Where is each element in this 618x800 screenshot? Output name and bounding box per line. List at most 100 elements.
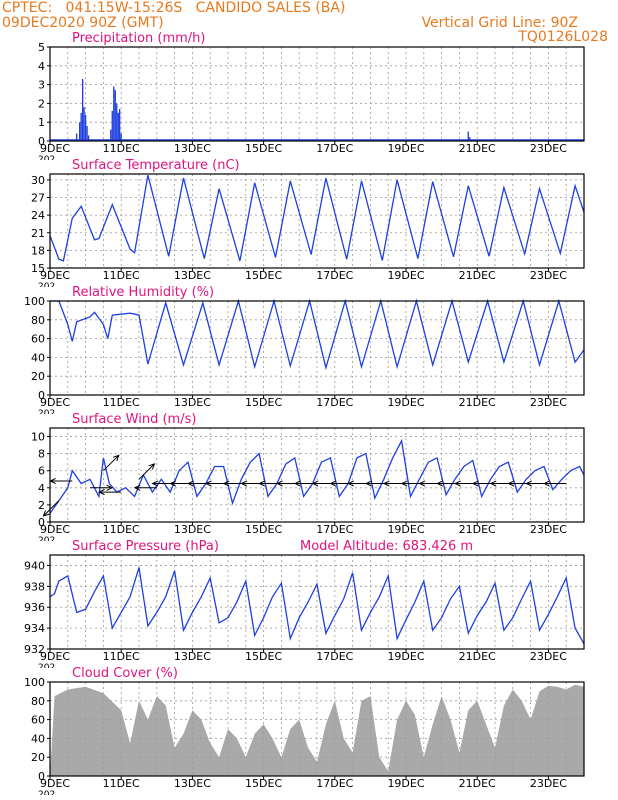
series-line-4: [49, 567, 585, 645]
wind-vector-head: [222, 480, 230, 487]
y-tick-label: 18: [31, 244, 45, 257]
x-tick-label: 9DEC: [40, 650, 70, 663]
precip-bar: [114, 90, 116, 141]
precip-bar: [467, 131, 469, 141]
wind-vector-head: [42, 510, 50, 517]
x-tick-label: 15DEC: [245, 777, 282, 790]
x-tick-label: 17DEC: [316, 777, 353, 790]
y-tick-label: 934: [24, 622, 45, 635]
wind-vector-head: [489, 480, 497, 487]
x-tick-label: 17DEC: [316, 523, 353, 536]
wind-vector-head: [151, 480, 159, 487]
x-tick-label: 11DEC: [103, 777, 140, 790]
wind-vector-head: [347, 480, 355, 487]
precip-bar: [120, 133, 122, 141]
wind-vector-head: [543, 480, 550, 487]
x-tick-label: 13DEC: [174, 396, 211, 409]
precip-bar: [111, 110, 113, 141]
y-tick-label: 10: [31, 431, 45, 444]
cloud-cover-area: [50, 684, 584, 776]
y-tick-label: 30: [31, 174, 45, 187]
y-tick-label: 938: [24, 580, 45, 593]
x-year-stub: 202: [38, 409, 55, 419]
precip-bar: [80, 112, 82, 141]
x-tick-label: 11DEC: [103, 523, 140, 536]
wind-vector-head: [382, 480, 390, 487]
precip-bar: [116, 103, 118, 141]
panel-0-frame: [49, 46, 585, 142]
x-tick-label: 9DEC: [40, 142, 70, 155]
x-tick-label: 13DEC: [174, 269, 211, 282]
panel-1-frame: [49, 173, 585, 269]
y-tick-label: 932: [24, 643, 45, 656]
x-tick-label: 21DEC: [459, 396, 496, 409]
y-tick-label: 5: [38, 41, 45, 54]
model-altitude-note: Model Altitude: 683.426 m: [300, 539, 473, 554]
x-year-stub: 202: [38, 663, 55, 673]
wind-vector-head: [276, 480, 283, 487]
wind-vector-head: [106, 484, 114, 491]
x-tick-label: 15DEC: [245, 269, 282, 282]
x-tick-label: 19DEC: [387, 269, 424, 282]
x-tick-label: 23DEC: [530, 269, 567, 282]
panel-2-frame: [49, 300, 585, 396]
y-tick-label: 1: [38, 116, 45, 129]
panel-4-frame: [49, 554, 585, 650]
panel-0-title: Precipitation (mm/h): [72, 31, 205, 46]
run-time-header: 09DEC2020 90Z (GMT): [2, 15, 164, 31]
wind-vector-head: [187, 480, 194, 487]
panel-5-frame: [49, 681, 585, 777]
wind-vector-head: [258, 480, 266, 487]
y-tick-label: 40: [31, 732, 45, 745]
x-tick-label: 9DEC: [40, 269, 70, 282]
x-tick-label: 13DEC: [174, 142, 211, 155]
y-tick-label: 100: [24, 295, 45, 308]
x-year-stub: 202: [38, 155, 55, 165]
y-tick-label: 20: [31, 751, 45, 764]
x-tick-label: 19DEC: [387, 523, 424, 536]
y-tick-label: 27: [31, 192, 45, 205]
x-tick-label: 21DEC: [459, 777, 496, 790]
x-tick-label: 23DEC: [530, 650, 567, 663]
panel-5-title: Cloud Cover (%): [72, 666, 178, 681]
series-line-3: [49, 438, 585, 514]
wind-vector-head: [112, 454, 120, 462]
wind-vector-head: [400, 480, 408, 487]
y-tick-label: 0: [38, 389, 45, 402]
x-tick-label: 19DEC: [387, 142, 424, 155]
x-tick-label: 17DEC: [316, 269, 353, 282]
y-tick-label: 15: [31, 262, 45, 275]
panel-2-title: Relative Humidity (%): [72, 285, 214, 300]
y-tick-label: 936: [24, 601, 45, 614]
wind-vector-head: [98, 489, 105, 496]
x-tick-label: 19DEC: [387, 650, 424, 663]
precip-bar: [110, 129, 112, 141]
x-tick-label: 11DEC: [103, 650, 140, 663]
wind-vector-head: [329, 480, 337, 487]
y-tick-label: 40: [31, 351, 45, 364]
x-tick-label: 21DEC: [459, 269, 496, 282]
x-tick-label: 9DEC: [40, 777, 70, 790]
grid-note-header: Vertical Grid Line: 90Z: [421, 15, 578, 31]
wind-vector-head: [311, 480, 319, 487]
y-tick-label: 60: [31, 333, 45, 346]
x-tick-label: 9DEC: [40, 523, 70, 536]
x-tick-label: 13DEC: [174, 523, 211, 536]
x-tick-label: 21DEC: [459, 523, 496, 536]
x-tick-label: 19DEC: [387, 777, 424, 790]
y-tick-label: 20: [31, 370, 45, 383]
wind-vector: [103, 454, 120, 472]
panel-3-frame: [49, 427, 585, 523]
x-tick-label: 23DEC: [530, 142, 567, 155]
precip-bar: [113, 86, 115, 141]
wind-vector-head: [148, 463, 156, 470]
precip-bar: [469, 137, 471, 141]
x-year-stub: 202: [38, 536, 55, 546]
wind-vector-head: [525, 480, 533, 487]
precip-bar: [119, 109, 121, 141]
precip-bar: [87, 135, 90, 141]
series-line-1: [49, 175, 585, 262]
x-tick-label: 15DEC: [245, 396, 282, 409]
x-tick-label: 11DEC: [103, 142, 140, 155]
